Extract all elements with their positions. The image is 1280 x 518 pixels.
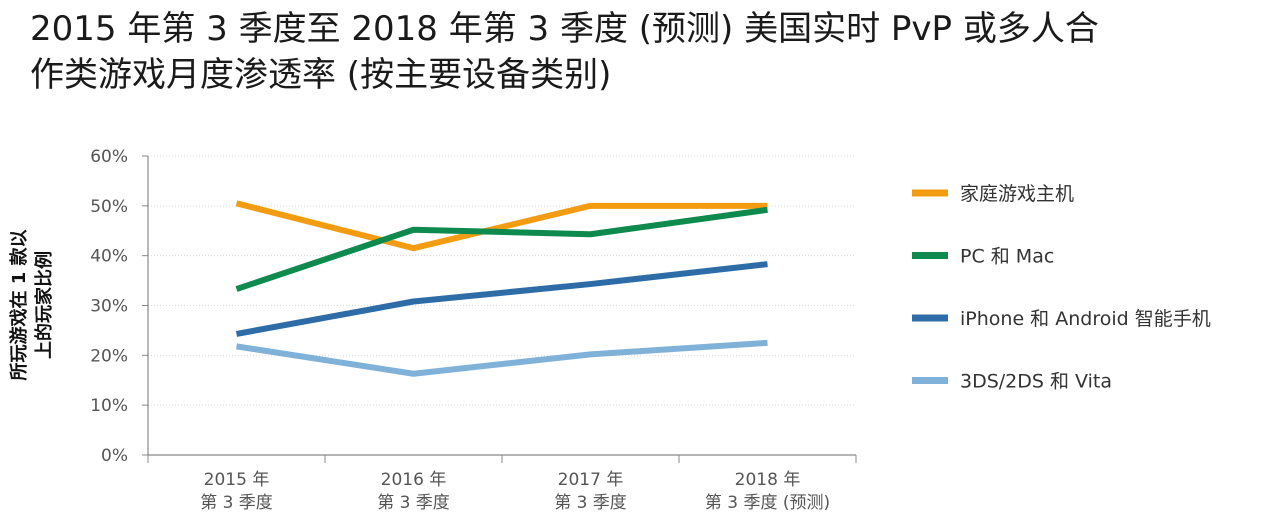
legend-label: 3DS/2DS 和 Vita — [960, 371, 1112, 393]
x-tick-label-line2: 第 3 季度 — [554, 493, 627, 513]
series-line — [235, 200, 768, 252]
y-tick-labels: 0% 10% 20% 30% 40% 50% 60% — [90, 147, 128, 466]
x-tick-label-line1: 2018 年 — [735, 470, 801, 490]
y-tick-label: 20% — [90, 346, 128, 366]
x-tick-label-line1: 2015 年 — [204, 470, 270, 490]
axes — [142, 155, 857, 463]
legend-label: PC 和 Mac — [960, 246, 1054, 268]
grid-lines — [148, 155, 856, 406]
y-tick-label: 0% — [101, 446, 128, 466]
y-axis-label-line2: 上的玩家比例 — [33, 251, 55, 359]
chart-title-line2: 作类游戏月度渗透率 (按主要设备类别) — [30, 55, 612, 95]
legend-label: 家庭游戏主机 — [960, 183, 1074, 205]
y-tick-label: 60% — [90, 147, 128, 167]
y-tick-label: 40% — [90, 247, 128, 267]
x-tick-label-line2: 第 3 季度 (预测) — [705, 493, 830, 513]
y-axis-label-line1: 所玩游戏在 1 款以 — [8, 229, 30, 380]
x-tick-label-line2: 第 3 季度 — [200, 493, 273, 513]
series-line — [235, 261, 768, 337]
chart-title-line1: 2015 年第 3 季度至 2018 年第 3 季度 (预测) 美国实时 PvP… — [30, 9, 1099, 49]
legend: 家庭游戏主机 PC 和 Mac iPhone 和 Android 智能手机 3DS/2… — [912, 183, 1211, 393]
legend-label: iPhone 和 Android 智能手机 — [960, 308, 1211, 330]
x-tick-label-line1: 2016 年 — [381, 470, 447, 490]
chart-title: 2015 年第 3 季度至 2018 年第 3 季度 (预测) 美国实时 PvP… — [30, 6, 1270, 98]
series-line — [235, 206, 768, 292]
series-lines — [235, 200, 768, 377]
y-tick-label: 30% — [90, 297, 128, 317]
x-tick-label-line1: 2017 年 — [558, 470, 624, 490]
series-line — [236, 339, 768, 377]
y-tick-label: 10% — [90, 396, 128, 416]
y-tick-label: 50% — [90, 197, 128, 217]
x-tick-label-line2: 第 3 季度 — [377, 493, 450, 513]
